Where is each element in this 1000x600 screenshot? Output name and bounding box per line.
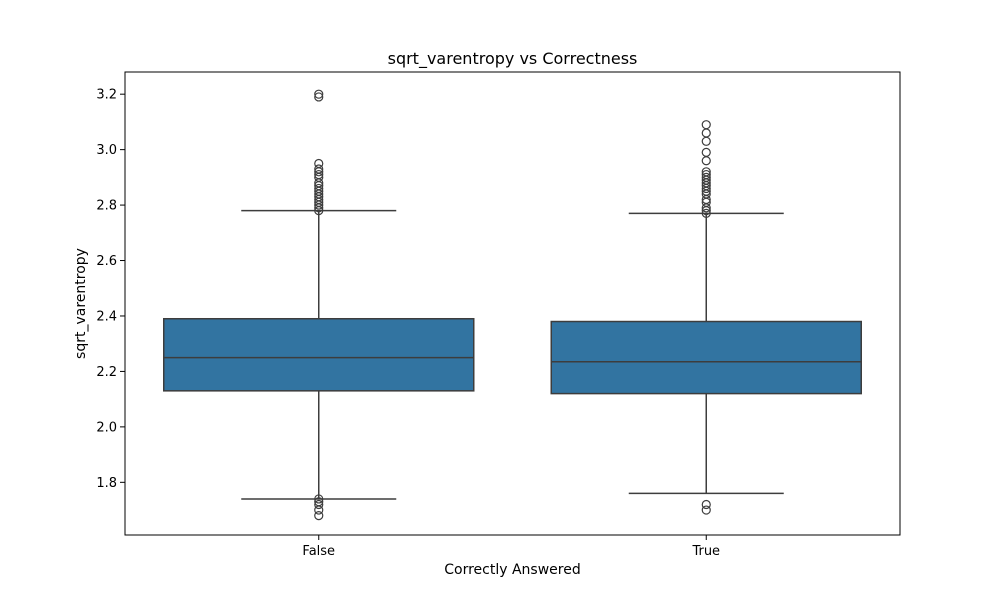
outlier-point [701, 147, 711, 158]
x-tick-label: True [691, 544, 720, 559]
box-iqr [550, 320, 862, 395]
plot-area [163, 89, 862, 521]
outlier-point [314, 164, 324, 174]
y-axis-label: sqrt_varentropy [73, 248, 89, 359]
outlier-point [701, 505, 711, 515]
outlier-point [701, 172, 711, 182]
outlier-point [701, 208, 711, 218]
outlier-point [701, 120, 711, 130]
y-tick-label: 1.8 [96, 476, 117, 491]
box-iqr [163, 317, 475, 392]
y-tick-label: 3.0 [96, 143, 117, 158]
x-axis-label: Correctly Answered [444, 562, 580, 578]
outlier-point [314, 183, 324, 194]
outlier-point [314, 494, 324, 504]
y-tick-label: 2.6 [96, 254, 117, 269]
chart-title: sqrt_varentropy vs Correctness [388, 49, 638, 69]
outlier-point [314, 499, 324, 510]
y-tick-label: 2.8 [96, 199, 117, 214]
y-axis: 1.8 2.0 2.2 2.4 2.6 2.8 3.0 3.2 [96, 88, 125, 491]
outlier-point [314, 497, 324, 507]
outlier-point [314, 158, 324, 169]
outlier-point [701, 167, 711, 177]
x-axis: False True [302, 535, 720, 559]
box-group-true [550, 120, 862, 515]
y-tick-label: 2.2 [96, 365, 117, 380]
box-group-false [163, 89, 475, 521]
outlier-point [314, 89, 324, 99]
outlier-point [701, 499, 711, 510]
axes-frame [124, 71, 901, 536]
y-tick-label: 2.0 [96, 420, 117, 435]
y-tick-label: 2.4 [96, 309, 117, 324]
outlier-point [314, 92, 324, 102]
y-tick-label: 3.2 [96, 88, 117, 103]
outlier-point [314, 510, 324, 521]
outlier-point [701, 169, 711, 180]
outlier-point [314, 169, 324, 180]
x-tick-label: False [302, 544, 335, 559]
